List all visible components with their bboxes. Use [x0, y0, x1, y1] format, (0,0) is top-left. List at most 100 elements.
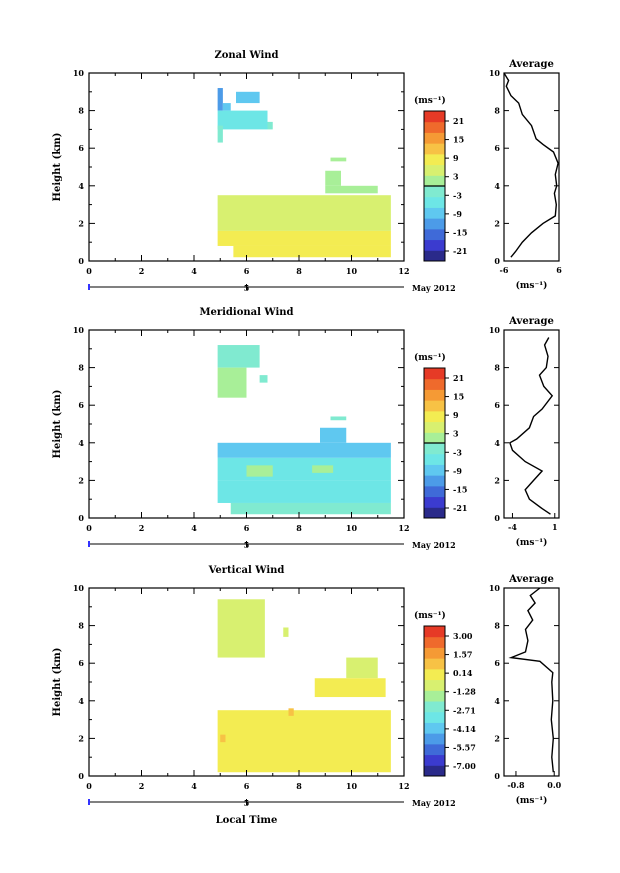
- x-tick-label: 6: [244, 523, 250, 533]
- y-tick-label: 10: [73, 583, 85, 593]
- y-tick-label: 8: [78, 621, 84, 631]
- average-y-tick-label: 10: [489, 583, 501, 593]
- average-y-tick-label: 4: [494, 438, 500, 448]
- average-y-tick-label: 4: [494, 696, 500, 706]
- colorbar-frame: [423, 625, 446, 777]
- colorbar-segment: [424, 218, 445, 230]
- colorbar-segment: [424, 132, 445, 144]
- data-patch: [217, 345, 260, 368]
- average-y-tick-label: 6: [494, 658, 500, 668]
- data-patch: [217, 457, 391, 481]
- data-patch: [217, 230, 391, 246]
- x-tick-label: 0: [86, 781, 92, 791]
- average-unit: (ms⁻¹): [516, 537, 548, 548]
- average-y-tick-label: 6: [494, 143, 500, 153]
- average-x-tick-label: 1: [552, 522, 558, 532]
- x-tick-label: 8: [296, 781, 302, 791]
- average-x-tick-label: -0.8: [507, 780, 525, 790]
- date-marker-label: 5: [244, 798, 250, 808]
- y-axis-label: Height (km): [52, 133, 63, 202]
- colorbar-label: -15: [453, 484, 467, 494]
- data-patch: [230, 502, 391, 515]
- colorbar-segment: [424, 378, 445, 390]
- y-tick-label: 4: [78, 181, 84, 191]
- colorbar-segment: [424, 626, 445, 638]
- x-tick-label: 10: [346, 781, 358, 791]
- data-patch: [320, 427, 347, 443]
- panel-2: Vertical Wind 0 2 4 6 8 10 12 0 2 4 6 8 10 Height (km)…: [52, 565, 562, 808]
- colorbar-label: 3: [453, 172, 459, 182]
- data-patch: [267, 121, 273, 130]
- y-tick-label: 2: [78, 733, 84, 743]
- y-tick-label: 8: [78, 106, 84, 116]
- average-y-tick-label: 8: [494, 621, 500, 631]
- y-tick-label: 6: [78, 658, 84, 668]
- y-tick-label: 0: [78, 513, 84, 523]
- colorbar-label: 9: [453, 410, 459, 420]
- average-y-tick-label: 6: [494, 400, 500, 410]
- average-y-tick-label: 0: [494, 256, 500, 266]
- colorbar-segment: [424, 765, 445, 777]
- y-tick-label: 6: [78, 143, 84, 153]
- colorbar-unit: (ms⁻¹): [414, 610, 446, 621]
- colorbar-segment: [424, 485, 445, 498]
- x-tick-label: 0: [86, 523, 92, 533]
- colorbar-label: -1.28: [453, 687, 476, 697]
- y-axis-label: Height (km): [52, 390, 63, 459]
- average-y-tick-label: 4: [494, 181, 500, 191]
- data-patch: [217, 195, 391, 214]
- colorbar-segment: [424, 250, 445, 262]
- y-tick-label: 2: [78, 218, 84, 228]
- colorbar-segment: [424, 368, 445, 380]
- y-tick-label: 10: [73, 325, 85, 335]
- x-tick-label: 4: [191, 266, 197, 276]
- y-tick-label: 2: [78, 475, 84, 485]
- data-patch: [217, 442, 391, 458]
- colorbar-label: 1.57: [453, 650, 472, 660]
- colorbar-label: 21: [453, 373, 464, 383]
- colorbar-segment: [424, 175, 445, 187]
- x-tick-label: 8: [296, 266, 302, 276]
- date-label: May 2012: [412, 798, 456, 808]
- colorbar-label: -21: [453, 246, 467, 256]
- x-tick-label: 12: [398, 266, 409, 276]
- average-profile-line: [503, 72, 559, 258]
- average-title: Average: [508, 316, 554, 327]
- average-profile-line: [509, 337, 554, 515]
- data-patch: [346, 657, 378, 679]
- colorbar-segment: [424, 679, 445, 691]
- x-tick-label: 6: [244, 781, 250, 791]
- colorbar-label: 21: [453, 116, 464, 126]
- average-frame: [503, 72, 560, 262]
- average-frame: [503, 587, 560, 777]
- panel-0: Zonal Wind 0 2 4 6 8 10 12 0 2 4 6 8 10 Height (km) 5 Ma…: [52, 50, 562, 293]
- colorbar-segment: [424, 443, 445, 455]
- data-patch: [325, 185, 378, 194]
- colorbar-segment: [424, 410, 445, 423]
- colorbar-segment: [424, 636, 445, 648]
- colorbar-label: 9: [453, 153, 459, 163]
- average-title: Average: [508, 59, 554, 70]
- colorbar-segment: [424, 496, 445, 508]
- average-y-tick-label: 8: [494, 363, 500, 373]
- colorbar-segment: [424, 453, 445, 465]
- date-marker-label: 5: [244, 540, 250, 550]
- data-patch: [217, 125, 223, 143]
- data-patch: [220, 734, 226, 743]
- x-tick-label: 0: [86, 266, 92, 276]
- colorbar-segment: [424, 701, 445, 713]
- average-y-tick-label: 0: [494, 771, 500, 781]
- data-patch: [246, 465, 273, 477]
- average-x-tick-label: -4: [508, 522, 517, 532]
- colorbar-segment: [424, 207, 445, 219]
- colorbar-label: 0.14: [453, 668, 473, 678]
- data-patch: [217, 88, 223, 111]
- colorbar-segment: [424, 164, 445, 176]
- data-patch: [222, 103, 231, 111]
- colorbar-segment: [424, 658, 445, 670]
- y-tick-label: 4: [78, 696, 84, 706]
- colorbar-label: -9: [453, 209, 462, 219]
- y-tick-label: 6: [78, 400, 84, 410]
- y-axis-label: Height (km): [52, 648, 63, 717]
